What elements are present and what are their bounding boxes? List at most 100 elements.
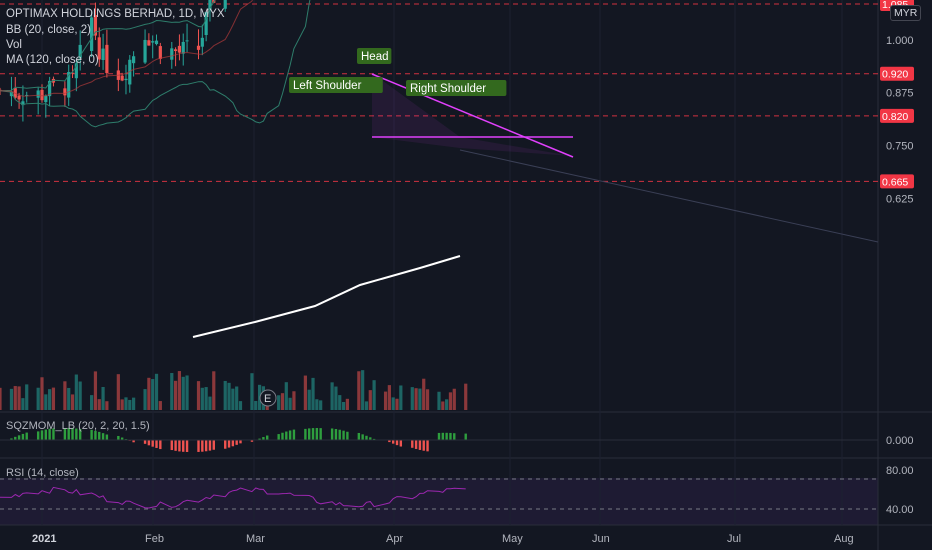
time-tick: Feb bbox=[145, 533, 164, 545]
sqzmom-bar bbox=[262, 437, 265, 440]
bb-legend[interactable]: BB (20, close, 2) bbox=[6, 24, 92, 36]
volume-bar bbox=[48, 389, 52, 410]
volume-bar bbox=[204, 387, 208, 410]
rsi-legend[interactable]: RSI (14, close) bbox=[6, 467, 79, 479]
sqzmom-bar bbox=[258, 438, 261, 440]
sqzmom-bar bbox=[395, 440, 399, 446]
sqzmom-bar bbox=[361, 434, 364, 440]
sqzmom-bar bbox=[338, 429, 341, 440]
sqzmom-bar bbox=[426, 440, 429, 452]
volume-bar bbox=[334, 386, 338, 410]
volume-bar bbox=[124, 397, 128, 410]
candle-body bbox=[132, 56, 136, 64]
volume-bar bbox=[364, 401, 369, 410]
volume-bar bbox=[227, 382, 231, 410]
sqzmom-bar bbox=[453, 433, 456, 440]
volume-bar bbox=[196, 381, 201, 410]
sqzmom-bar bbox=[185, 440, 189, 452]
volume-bar bbox=[330, 382, 334, 410]
candle-body bbox=[101, 48, 105, 60]
time-tick: Apr bbox=[386, 533, 403, 545]
volume-bar bbox=[116, 374, 120, 410]
level-tag bbox=[880, 108, 914, 123]
sqzmom-legend[interactable]: SQZMOM_LB (20, 2, 20, 1.5) bbox=[6, 420, 150, 432]
price-tick: 0.750 bbox=[886, 141, 914, 153]
candle-body bbox=[200, 37, 204, 47]
volume-bar bbox=[0, 387, 2, 410]
sqzmom-bar bbox=[346, 431, 349, 440]
sqzmom-bar bbox=[369, 437, 372, 440]
volume-bar bbox=[132, 397, 136, 410]
volume-bar bbox=[151, 379, 155, 410]
volume-bar bbox=[422, 378, 426, 410]
candle-body bbox=[44, 95, 48, 103]
volume-bar bbox=[284, 382, 288, 410]
volume-bar bbox=[372, 380, 376, 410]
sqzmom-bar bbox=[277, 434, 280, 440]
sqzmom-bar bbox=[227, 440, 231, 448]
right-shoulder-label: Right Shoulder bbox=[410, 83, 486, 95]
sqzmom-bar bbox=[449, 432, 452, 440]
bb-basis bbox=[0, 0, 253, 97]
volume-bar bbox=[391, 397, 395, 410]
sqzmom-bar bbox=[231, 440, 235, 447]
sqzmom-bar bbox=[388, 440, 391, 443]
sqzmom-bar bbox=[170, 440, 173, 451]
volume-bar bbox=[464, 383, 468, 410]
sqzmom-bar bbox=[143, 440, 147, 444]
volume-bar bbox=[36, 387, 40, 410]
head-label: Head bbox=[361, 51, 389, 63]
volume-bar bbox=[292, 391, 296, 410]
volume-bar bbox=[44, 394, 48, 410]
sqzmom-bar bbox=[98, 431, 101, 440]
sqzmom-bar bbox=[67, 428, 70, 440]
volume-bar bbox=[448, 392, 453, 410]
volume-bar bbox=[97, 399, 101, 410]
vol-legend[interactable]: Vol bbox=[6, 39, 22, 51]
price-tick: 0.625 bbox=[886, 193, 914, 205]
sqzmom-bar bbox=[315, 428, 319, 440]
volume-bar bbox=[338, 395, 342, 410]
candle-body bbox=[90, 17, 94, 51]
time-tick: May bbox=[502, 533, 523, 545]
volume-bar bbox=[93, 371, 98, 410]
sqzmom-bar bbox=[418, 440, 422, 450]
candle-body bbox=[154, 40, 159, 45]
sqzmom-bar bbox=[159, 440, 162, 450]
candle-body bbox=[17, 95, 21, 100]
candle-body bbox=[196, 45, 201, 50]
projection-line bbox=[459, 149, 879, 243]
sqzmom-bar bbox=[208, 440, 212, 451]
ma-legend[interactable]: MA (120, close, 0) bbox=[6, 54, 99, 66]
volume-bar bbox=[307, 389, 311, 410]
volume-bar bbox=[452, 388, 456, 410]
volume-bar bbox=[235, 386, 239, 410]
volume-bar bbox=[158, 401, 162, 410]
sqzmom-bar bbox=[334, 429, 338, 440]
sqzmom-bar bbox=[48, 428, 51, 440]
currency-badge[interactable]: MYR bbox=[890, 5, 922, 21]
candle-body bbox=[36, 90, 40, 98]
left-shoulder-label: Left Shoulder bbox=[293, 80, 362, 92]
sqzmom-bar bbox=[441, 432, 445, 440]
bb-lower bbox=[0, 0, 311, 128]
level-tag bbox=[880, 174, 914, 189]
earnings-marker bbox=[259, 389, 277, 407]
candle-body bbox=[97, 37, 101, 60]
volume-bar bbox=[181, 376, 185, 410]
candle-body bbox=[74, 63, 78, 79]
volume-bar bbox=[280, 393, 285, 410]
sqzmom-bar bbox=[414, 440, 418, 449]
sqzmom-bar bbox=[437, 432, 441, 440]
pattern-area bbox=[372, 73, 572, 156]
candle-body bbox=[93, 15, 98, 36]
volume-bar bbox=[395, 398, 399, 410]
sqzmom-bar bbox=[71, 428, 74, 440]
sqzmom-bar bbox=[17, 435, 21, 440]
candle-body bbox=[208, 0, 212, 11]
sqzmom-bar bbox=[10, 438, 13, 440]
sqzmom-bar bbox=[21, 433, 25, 440]
volume-bar bbox=[425, 389, 430, 410]
candle-body bbox=[158, 46, 162, 59]
